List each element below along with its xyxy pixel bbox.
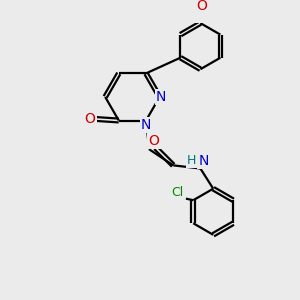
Text: O: O <box>85 112 95 126</box>
Text: O: O <box>148 134 159 148</box>
Text: N: N <box>198 154 209 167</box>
Text: N: N <box>141 118 151 132</box>
Text: O: O <box>196 0 208 13</box>
Text: Cl: Cl <box>171 186 183 199</box>
Text: N: N <box>156 90 166 104</box>
Text: H: H <box>187 154 196 167</box>
